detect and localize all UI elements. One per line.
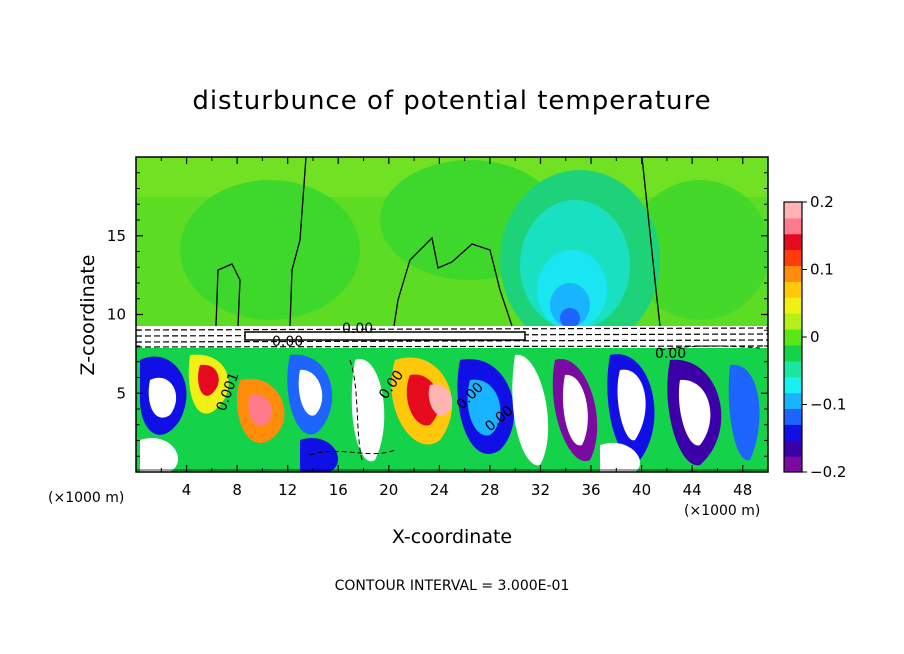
colorbar-swatch [784, 360, 802, 378]
x-tick-label: 32 [531, 481, 550, 499]
y-axis: 5 10 15 [107, 172, 768, 457]
x-tick-label: 28 [480, 481, 499, 499]
chart-title: disturbunce of potential temperature [192, 86, 712, 116]
x-tick-label: 44 [683, 481, 702, 499]
y-axis-label: Z-coordinate [77, 255, 99, 376]
colorbar-swatch [784, 297, 802, 314]
contour-label: 0.00 [342, 321, 373, 337]
colorbar-tick-label: −0.1 [810, 396, 846, 414]
x-unit-right: (×1000 m) [684, 503, 761, 519]
colorbar-tick-label: 0 [810, 328, 820, 346]
x-unit-left: (×1000 m) [48, 490, 125, 506]
colorbar-swatch [784, 424, 802, 441]
colorbar-tick-label: 0.1 [810, 261, 834, 279]
colorbar-swatch [784, 249, 802, 267]
colorbar-swatch [784, 265, 802, 282]
dashed-contours [309, 345, 761, 461]
x-tick-label: 24 [430, 481, 449, 499]
x-tick-label: 8 [232, 481, 242, 499]
heatmap-field [136, 157, 768, 472]
contour-lines [136, 157, 768, 471]
contour-label: 0.00 [655, 346, 686, 362]
colorbar-swatch [784, 281, 802, 298]
colorbar: 0.2 0.1 0 −0.1 −0.2 [783, 193, 846, 481]
colorbar-tick-label: −0.2 [810, 463, 846, 481]
colorbar-swatch [784, 202, 802, 219]
colorbar-swatch [784, 217, 802, 235]
x-tick-label: 36 [581, 481, 600, 499]
colorbar-swatch [784, 313, 802, 330]
colorbar-tick-label: 0.2 [810, 193, 834, 211]
x-tick-label: 40 [632, 481, 651, 499]
x-tick-label: 16 [329, 481, 348, 499]
y-tick-label: 5 [116, 384, 126, 402]
x-tick-label: 12 [278, 481, 297, 499]
x-tick-label: 20 [379, 481, 398, 499]
colorbar-swatch [784, 376, 802, 394]
colorbar-swatch [784, 344, 802, 362]
turbulent-eddies [140, 354, 760, 472]
x-axis: 4 8 12 16 20 24 28 32 36 40 44 48 [160, 157, 752, 499]
contour-label: 0.00 [272, 334, 303, 350]
colorbar-swatch [784, 456, 802, 473]
contour-interval-note: CONTOUR INTERVAL = 3.000E-01 [334, 578, 570, 594]
colorbar-swatch [784, 233, 802, 251]
colorbar-swatch [784, 408, 802, 425]
y-tick-label: 15 [107, 227, 126, 245]
colorbar-swatch [784, 440, 802, 457]
x-tick-label: 48 [733, 481, 752, 499]
colorbar-swatch [784, 392, 802, 409]
x-axis-label: X-coordinate [391, 526, 513, 548]
x-tick-label: 4 [182, 481, 192, 499]
y-tick-label: 10 [107, 306, 126, 324]
colorbar-swatch [784, 329, 802, 346]
